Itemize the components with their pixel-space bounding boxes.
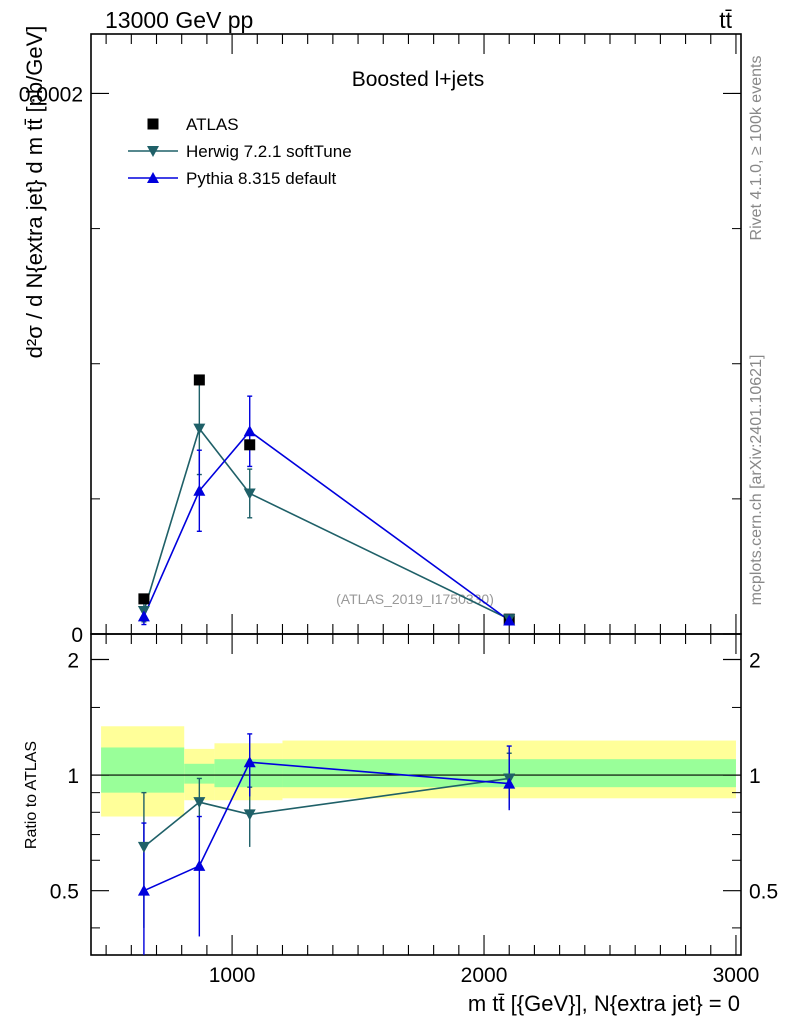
main-x-axis: [105, 34, 737, 634]
mcplots-credit-label: mcplots.cern.ch [arXiv:2401.10621]: [748, 355, 765, 606]
uncertainty-band-inner: [101, 747, 185, 793]
legend-atlas-marker: [147, 118, 159, 130]
ratio-y-tick-label: 0.5: [50, 881, 79, 904]
ratio-herwig-7-2-1-softtune-point: [137, 841, 150, 853]
ratio-frame: [90, 633, 742, 956]
ratio-pythia-8-315-default-point: [193, 859, 206, 871]
pythia-8-315-default-line: [143, 430, 510, 622]
legend: ATLAS Herwig 7.2.1 softTune Pythia 8.315 d…: [128, 115, 352, 188]
herwig-7-2-1-softtune-point: [243, 488, 256, 500]
ratio-y-tick-label-right: 1: [749, 765, 761, 788]
x-axis-title: m tt̄ [{GeV}], N{extra jet} = 0: [468, 991, 740, 1016]
herwig-7-2-1-softtune-point: [193, 423, 206, 435]
ratio-y-axis-title: Ratio to ATLAS: [23, 741, 40, 849]
ratio-x-axis: 1000 2000 3000: [105, 634, 760, 987]
ratio-y-tick-label: 2: [67, 649, 79, 672]
uncertainty-band-inner: [184, 763, 215, 784]
atlas-point: [193, 374, 205, 386]
ratio-y-axis: 0.5 0.5 1 1 2 2: [50, 649, 778, 929]
legend-herwig-7-2-1-softtune-marker: [147, 146, 159, 157]
main-y-tick-label: 0.0002: [19, 83, 83, 106]
process-label: tt̄: [719, 7, 732, 33]
analysis-watermark: (ATLAS_2019_I1750330): [336, 591, 494, 607]
pythia-8-315-default-point: [137, 610, 150, 622]
ratio-pythia-8-315-default-point: [503, 777, 516, 789]
ratio-y-tick-label: 1: [67, 765, 79, 788]
rivet-version-label: Rivet 4.1.0, ≥ 100k events: [748, 56, 765, 241]
ratio-herwig-7-2-1-softtune-line: [143, 777, 510, 848]
legend-atlas-label: ATLAS: [186, 115, 239, 134]
x-tick-label: 2000: [461, 964, 508, 987]
legend-herwig-7-2-1-softtune-label: Herwig 7.2.1 softTune: [186, 142, 352, 161]
ratio-y-tick-label-right: 2: [749, 649, 761, 672]
main-y-tick-label: 0: [71, 624, 83, 647]
ratio-y-tick-label-right: 0.5: [749, 881, 778, 904]
ratio-pythia-8-315-default-point: [243, 756, 256, 768]
ratio-panel: 0.5 0.5 1 1 2 2 1000 2000 3000 Ratio to ATLAS m…: [23, 633, 778, 1016]
legend-pythia-8-315-default-marker: [147, 172, 159, 183]
pythia-8-315-default-point: [193, 484, 206, 496]
pythia-8-315-default-point: [503, 614, 516, 626]
ratio-herwig-7-2-1-softtune-point: [243, 809, 256, 821]
x-tick-label: 1000: [209, 964, 256, 987]
plot-title: Boosted l+jets: [352, 68, 485, 91]
main-y-axis-title: d²σ / d N{extra jet} d m tt̄ [pb/GeV]: [22, 26, 47, 359]
main-y-axis: 00.00020.00040.00060.00080.0010.00120.00…: [19, 83, 741, 647]
main-panel: 00.00020.00040.00060.00080.0010.00120.00…: [19, 26, 742, 647]
x-tick-label: 3000: [713, 964, 760, 987]
ratio-pythia-8-315-default-line: [143, 761, 510, 892]
atlas-point: [138, 593, 150, 605]
legend-pythia-8-315-default-label: Pythia 8.315 default: [186, 169, 337, 188]
collision-label: 13000 GeV pp: [105, 7, 253, 33]
ratio-pythia-8-315-default-point: [137, 884, 150, 896]
atlas-point: [244, 439, 256, 451]
pythia-8-315-default-point: [243, 425, 256, 437]
ratio-herwig-7-2-1-softtune-point: [193, 797, 206, 809]
